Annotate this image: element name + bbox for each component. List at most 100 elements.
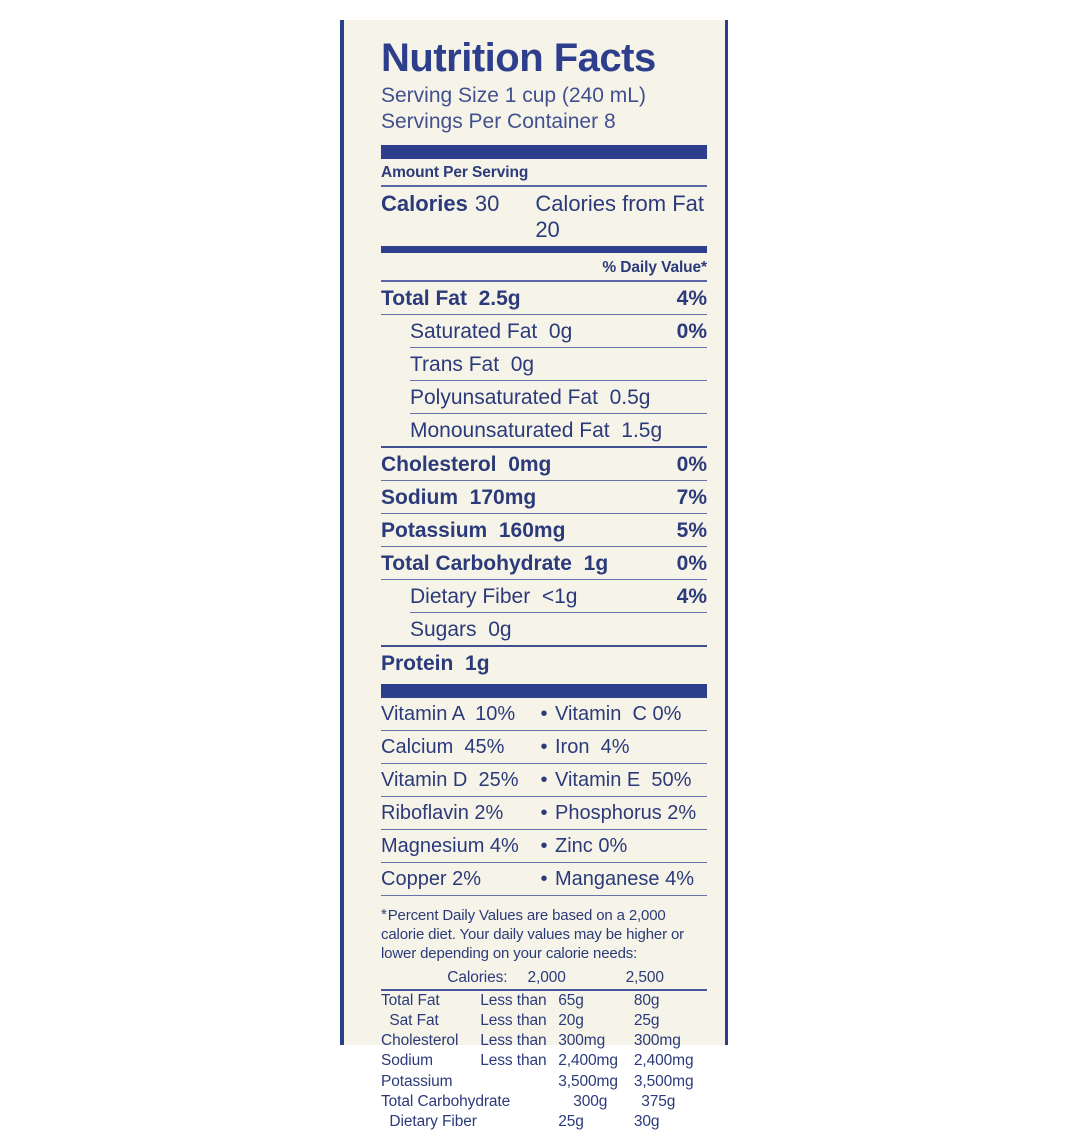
nutrient-name: Dietary Fiber <1g [410,584,578,608]
daily-values-nutrient: Total Fat [381,992,440,1010]
vitamin-left: Vitamin D 25% [381,768,519,791]
nutrient-daily-value: 0% [676,551,707,575]
daily-values-2500: 25g [633,1012,660,1030]
daily-values-2500: 2,400mg [633,1052,694,1070]
nutrient-name: Sugars 0g [410,617,512,641]
nutrient-name: Total Fat 2.5g [381,286,521,310]
daily-values-qualifier: Less than [480,992,547,1010]
divider-bar-vitamins [381,683,707,698]
daily-values-2500: 375g [641,1092,676,1110]
nutrient-row: Saturated Fat 0g 0% [410,315,707,347]
daily-values-2500: 30g [633,1112,660,1130]
daily-values-2500: 300mg [633,1032,681,1050]
vitamin-right: Phosphorus 2% [555,801,697,824]
nutrient-name: Protein 1g [381,651,490,675]
vitamin-row: Vitamin D 25% • Vitamin E 50% [381,764,707,796]
vitamin-right: Zinc 0% [555,834,628,857]
nutrient-daily-value: 4% [676,584,707,608]
daily-values-nutrient: Dietary Fiber [381,1112,477,1130]
vitamin-left: Riboflavin 2% [381,801,504,824]
daily-values-2000: 300g [573,1092,608,1110]
nutrient-daily-value: 7% [676,485,707,509]
nutrient-daily-value: 0% [676,452,707,476]
daily-values-nutrient: Potassium [381,1072,453,1090]
nutrient-separator [381,445,707,448]
daily-values-2000: 20g [558,1012,584,1030]
vitamin-row: Vitamin A 10% • Vitamin C 0% [381,698,707,730]
footnote: *Percent Daily Values are based on a 2,0… [381,905,707,963]
daily-values-table-header: Calories: 2,000 2,500 [381,969,707,989]
header-calories: Calories: [447,969,508,987]
nutrition-facts-panel: Nutrition Facts Serving Size 1 cup (240 … [340,20,728,1130]
daily-values-qualifier [503,1092,573,1112]
daily-value-header: % Daily Value* [602,258,707,276]
vitamin-left: Vitamin A 10% [381,702,516,725]
daily-values-table: Calories: 2,000 2,500 Total Fat Less than… [381,969,707,1132]
nutrient-daily-value: 5% [676,518,707,542]
nutrient-daily-value: 4% [676,286,707,310]
bullet-icon: • [540,768,548,791]
vitamin-left: Calcium 45% [381,735,505,758]
header-col-2000: 2,000 [527,969,566,987]
nutrient-row: Trans Fat 0g [410,348,707,380]
nutrient-separator [381,479,707,481]
amount-per-serving-label: Amount Per Serving [381,163,529,181]
daily-values-2000: 300mg [558,1032,606,1050]
nutrient-name: Sodium 170mg [381,485,537,509]
vitamin-separator [381,861,707,863]
bullet-icon: • [540,801,548,824]
daily-values-qualifier: Less than [480,1052,547,1070]
vitamin-separator [381,828,707,830]
vitamin-separator [381,729,707,731]
nutrient-separator [410,412,707,414]
footnote-text: Percent Daily Values are based on a 2,00… [381,906,684,962]
bullet-icon: • [540,702,548,725]
nutrient-separator [381,644,707,647]
vitamin-separator [381,894,707,896]
daily-values-row: Sodium Less than 2,400mg 2,400mg [381,1051,707,1071]
divider-bar-top [381,144,707,159]
nutrient-row: Sugars 0g [410,613,707,645]
nutrient-daily-value: 0% [676,319,707,343]
servings-per-container: Servings Per Container 8 [381,110,616,134]
nutrient-name: Cholesterol 0mg [381,452,552,476]
daily-values-row: Potassium 3,500mg 3,500mg [381,1072,707,1092]
vitamin-left: Copper 2% [381,867,482,890]
daily-values-row: Sat Fat Less than 20g 25g [381,1011,707,1031]
nutrient-separator [381,578,707,580]
nutrient-row: Protein 1g [381,647,707,679]
vitamin-row: Riboflavin 2% • Phosphorus 2% [381,797,707,829]
vitamin-right: Vitamin C 0% [555,702,682,725]
calories-row: Calories 30 Calories from Fat 20 [381,191,707,243]
serving-size: Serving Size 1 cup (240 mL) [381,84,646,107]
rule-daily-values-table [381,989,707,992]
header-col-2500: 2,500 [625,969,664,987]
vitamin-right: Manganese 4% [555,867,694,890]
daily-values-row: Cholesterol Less than 300mg 300mg [381,1031,707,1051]
nutrient-list: Total Fat 2.5g 4% Saturated Fat 0g 0% Trans … [381,282,707,679]
vitamin-row: Magnesium 4% • Zinc 0% [381,830,707,862]
nutrient-name: Potassium 160mg [381,518,566,542]
daily-values-2000: 65g [558,992,584,1010]
daily-values-qualifier [480,1072,558,1092]
daily-values-table-body: Total Fat Less than 65g 80g Sat Fat Less tha… [381,991,707,1132]
nutrient-name: Monounsaturated Fat 1.5g [410,418,663,442]
serving-info: Serving Size 1 cup (240 mL) Servings Per… [381,83,707,136]
calories-value: 30 [474,190,500,216]
daily-values-qualifier [480,1112,558,1132]
rule-under-daily-value [381,279,707,282]
vitamin-separator [381,795,707,797]
nutrient-row: Monounsaturated Fat 1.5g [410,414,707,446]
calories-from-fat: Calories from Fat 20 [535,190,705,242]
vitamin-right: Iron 4% [555,735,630,758]
bullet-icon: • [540,867,548,890]
calories-label: Calories [381,190,468,216]
nutrient-separator [381,512,707,514]
daily-values-qualifier: Less than [480,1012,547,1030]
vitamin-left: Magnesium 4% [381,834,519,857]
nutrient-separator [410,611,707,613]
vitamin-row: Copper 2% • Manganese 4% [381,863,707,895]
daily-values-2000: 3,500mg [558,1072,618,1090]
vitamin-list: Vitamin A 10% • Vitamin C 0% Calcium 45% • Ir… [381,698,707,896]
nutrient-separator [410,346,707,348]
